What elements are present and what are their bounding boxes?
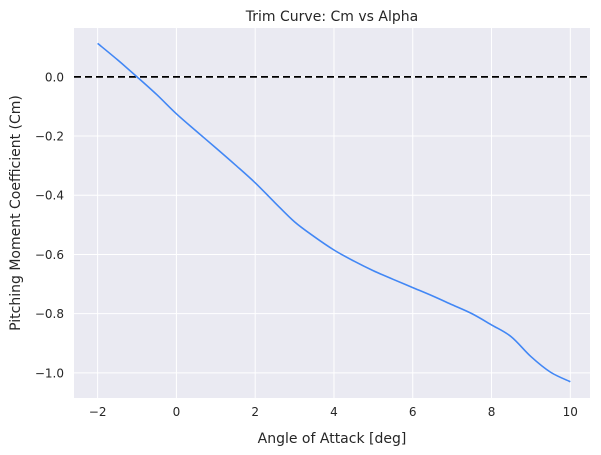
x-tick-labels: −2 0 2 4 6 8 10 (89, 405, 578, 419)
chart-title: Trim Curve: Cm vs Alpha (245, 9, 418, 25)
plot-background (74, 28, 590, 398)
y-tick-label: −0.4 (35, 189, 64, 203)
y-tick-labels: 0.0 −0.2 −0.4 −0.6 −0.8 −1.0 (35, 70, 64, 380)
x-tick-label: 10 (563, 405, 578, 419)
x-tick-label: −2 (89, 405, 107, 419)
series-line-0 (97, 42, 571, 383)
grid (74, 28, 590, 398)
x-tick-label: 0 (173, 405, 181, 419)
x-tick-label: 2 (251, 405, 259, 419)
y-tick-label: −1.0 (35, 366, 64, 380)
x-tick-label: 6 (409, 405, 417, 419)
y-axis-label: Pitching Moment Coefficient (Cm) (8, 95, 24, 331)
x-axis-label: Angle of Attack [deg] (258, 431, 407, 447)
y-tick-label: −0.8 (35, 307, 64, 321)
x-tick-label: 4 (330, 405, 338, 419)
y-tick-label: 0.0 (45, 70, 64, 84)
x-tick-label: 8 (488, 405, 496, 419)
y-tick-label: −0.2 (35, 130, 64, 144)
series-group (97, 42, 571, 383)
y-tick-label: −0.6 (35, 248, 64, 262)
